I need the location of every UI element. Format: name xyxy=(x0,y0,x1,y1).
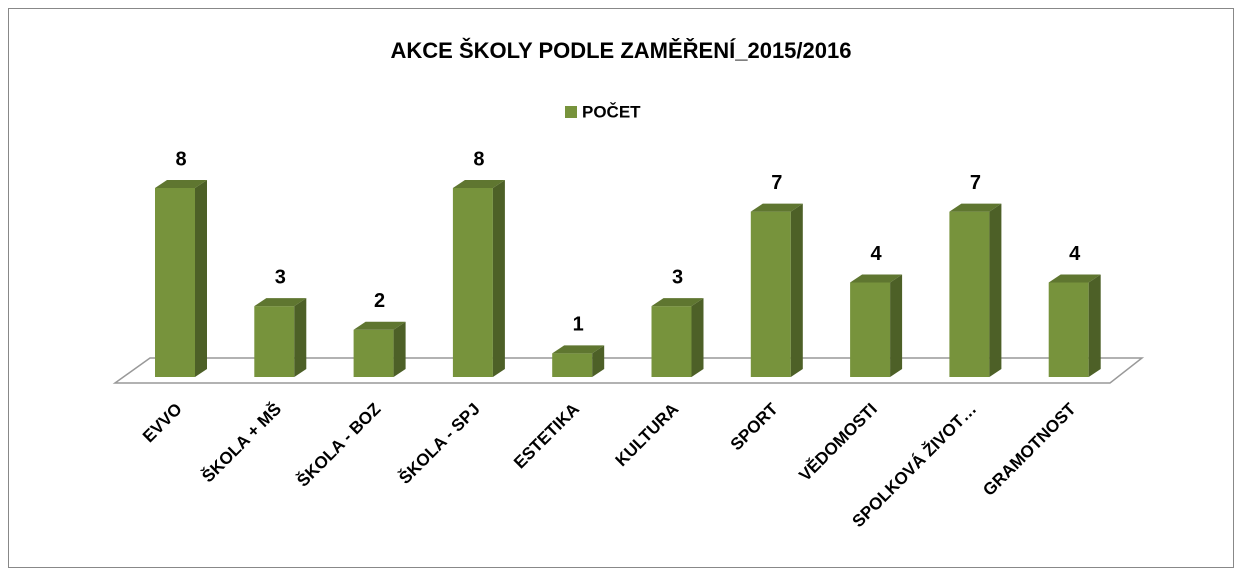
data-label: 7 xyxy=(970,172,981,194)
bar-side xyxy=(393,321,406,377)
bar-side xyxy=(492,180,505,377)
bar-side xyxy=(790,203,803,377)
bar-front xyxy=(452,188,493,377)
bar-top xyxy=(750,203,803,212)
bar-top xyxy=(452,180,505,188)
bar xyxy=(552,345,605,377)
bar-top xyxy=(155,180,207,188)
bar xyxy=(949,203,1002,377)
data-label: 8 xyxy=(473,148,484,170)
bar-top xyxy=(850,274,903,283)
bar xyxy=(651,298,704,377)
bar-side xyxy=(1088,274,1101,377)
bar xyxy=(254,298,307,377)
bar-side xyxy=(592,345,605,377)
chart-border xyxy=(8,8,1234,568)
bar xyxy=(155,180,207,377)
bar-top xyxy=(1048,274,1101,283)
bar-side xyxy=(195,180,207,377)
bar xyxy=(452,180,505,377)
bar-top xyxy=(254,298,307,307)
legend-swatch xyxy=(565,106,577,118)
bar-front xyxy=(552,353,593,377)
legend: POČET xyxy=(565,102,641,121)
bar-front xyxy=(949,211,990,377)
data-label: 7 xyxy=(771,172,782,194)
bar-front xyxy=(254,306,295,377)
bar-side xyxy=(294,298,307,377)
bar-side xyxy=(691,298,704,377)
data-label: 4 xyxy=(871,243,883,265)
bar-side xyxy=(890,274,903,377)
data-label: 3 xyxy=(672,266,683,288)
bar-top xyxy=(949,203,1002,212)
bar-front xyxy=(155,188,195,377)
bar xyxy=(850,274,903,377)
bar xyxy=(1048,274,1101,377)
bar-top xyxy=(651,298,704,307)
bar-side xyxy=(989,203,1002,377)
data-label: 4 xyxy=(1069,243,1081,265)
bar-front xyxy=(651,306,692,377)
bar-front xyxy=(1048,282,1089,377)
data-label: 8 xyxy=(175,148,186,170)
bar-top xyxy=(353,321,406,330)
bar-top xyxy=(552,345,605,354)
data-label: 1 xyxy=(573,314,584,336)
chart-title: AKCE ŠKOLY PODLE ZAMĚŘENÍ_2015/2016 xyxy=(391,38,852,63)
bar-front xyxy=(850,282,891,377)
bar-front xyxy=(353,329,394,377)
data-label: 3 xyxy=(275,266,286,288)
legend-label: POČET xyxy=(582,102,641,121)
bar xyxy=(353,321,406,377)
bar-front xyxy=(750,211,791,377)
bar xyxy=(750,203,803,377)
data-label: 2 xyxy=(374,290,385,312)
